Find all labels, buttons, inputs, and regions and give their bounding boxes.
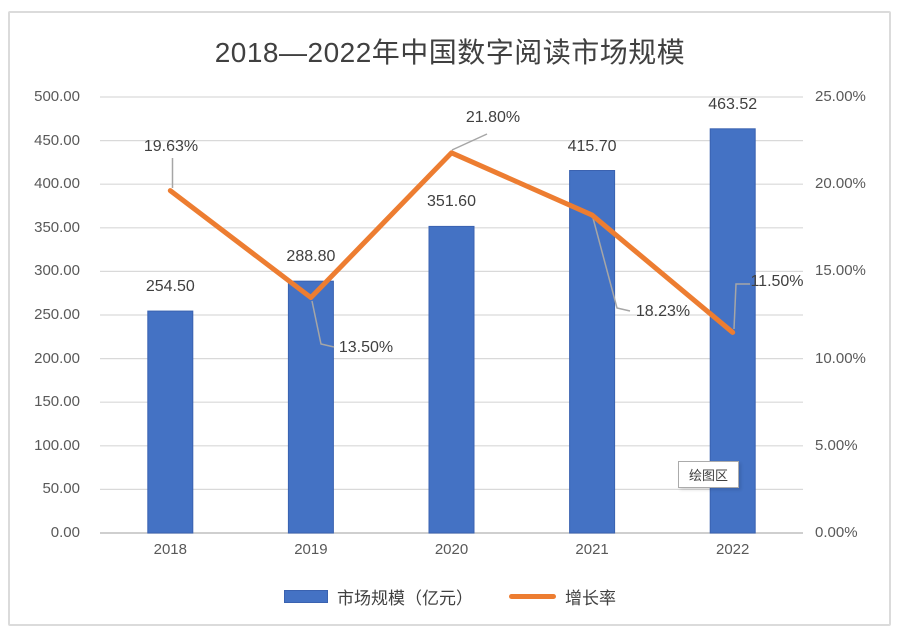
line-value-label: 21.80% <box>465 109 521 126</box>
line-series-swatch-icon <box>509 594 556 599</box>
left-axis-tick-label: 400.00 <box>34 175 80 193</box>
bar-2020[interactable] <box>428 225 475 534</box>
right-axis-tick-label: 25.00% <box>815 88 866 105</box>
bar-value-label: 288.80 <box>286 248 336 266</box>
x-axis-category-label: 2019 <box>294 541 328 558</box>
bar-value-label: 415.70 <box>567 137 617 155</box>
x-axis-category-label: 2018 <box>153 541 187 558</box>
right-axis-tick-label: 0.00% <box>815 524 858 541</box>
label-leader-line <box>311 300 335 348</box>
growth-rate-line[interactable] <box>167 150 736 335</box>
left-axis-tick-label: 50.00 <box>42 480 80 498</box>
label-leader-line <box>733 283 750 330</box>
left-axis-tick-label: 350.00 <box>34 218 80 236</box>
legend-item-market-size[interactable]: 市场规模（亿元） <box>284 584 473 609</box>
legend: 市场规模（亿元） 增长率 <box>0 584 900 609</box>
left-axis-tick-label: 100.00 <box>34 436 80 454</box>
left-axis-tick-label: 500.00 <box>34 88 80 105</box>
x-axis-category-label: 2021 <box>575 541 609 558</box>
left-axis-tick-label: 200.00 <box>34 349 80 367</box>
bar-2019[interactable] <box>287 280 334 534</box>
plot-area-tooltip: 绘图区 <box>678 461 739 488</box>
chart-title: 2018—2022年中国数字阅读市场规模 <box>214 37 686 68</box>
line-value-label: 13.50% <box>338 339 394 356</box>
bar-2021[interactable] <box>569 170 616 534</box>
left-axis-tick-label: 0.00 <box>50 524 80 541</box>
legend-label: 增长率 <box>565 589 616 608</box>
bar-series-swatch-icon <box>284 590 328 603</box>
legend-label: 市场规模（亿元） <box>337 589 473 608</box>
right-axis-tick-label: 15.00% <box>815 262 866 280</box>
bar-value-label: 254.50 <box>145 278 195 296</box>
label-leader-line <box>592 217 631 312</box>
left-axis-tick-label: 150.00 <box>34 393 80 411</box>
bar-value-label: 351.60 <box>427 193 476 211</box>
right-axis-tick-label: 20.00% <box>815 175 866 193</box>
left-axis-tick-label: 250.00 <box>34 306 80 323</box>
x-axis-category-label: 2020 <box>434 541 469 558</box>
left-axis-tick-label: 300.00 <box>34 262 80 280</box>
legend-item-growth-rate[interactable]: 增长率 <box>509 584 616 609</box>
line-value-label: 11.50% <box>750 273 804 290</box>
bar-value-label: 463.52 <box>708 95 758 113</box>
label-leader-line <box>451 133 488 151</box>
line-value-label: 18.23% <box>635 303 691 320</box>
x-axis-category-label: 2022 <box>716 541 750 558</box>
right-axis-tick-label: 5.00% <box>815 436 858 454</box>
bar-2018[interactable] <box>147 310 194 534</box>
left-axis-tick-label: 450.00 <box>34 131 80 149</box>
right-axis-tick-label: 10.00% <box>815 349 866 367</box>
line-value-label: 19.63% <box>143 138 199 155</box>
